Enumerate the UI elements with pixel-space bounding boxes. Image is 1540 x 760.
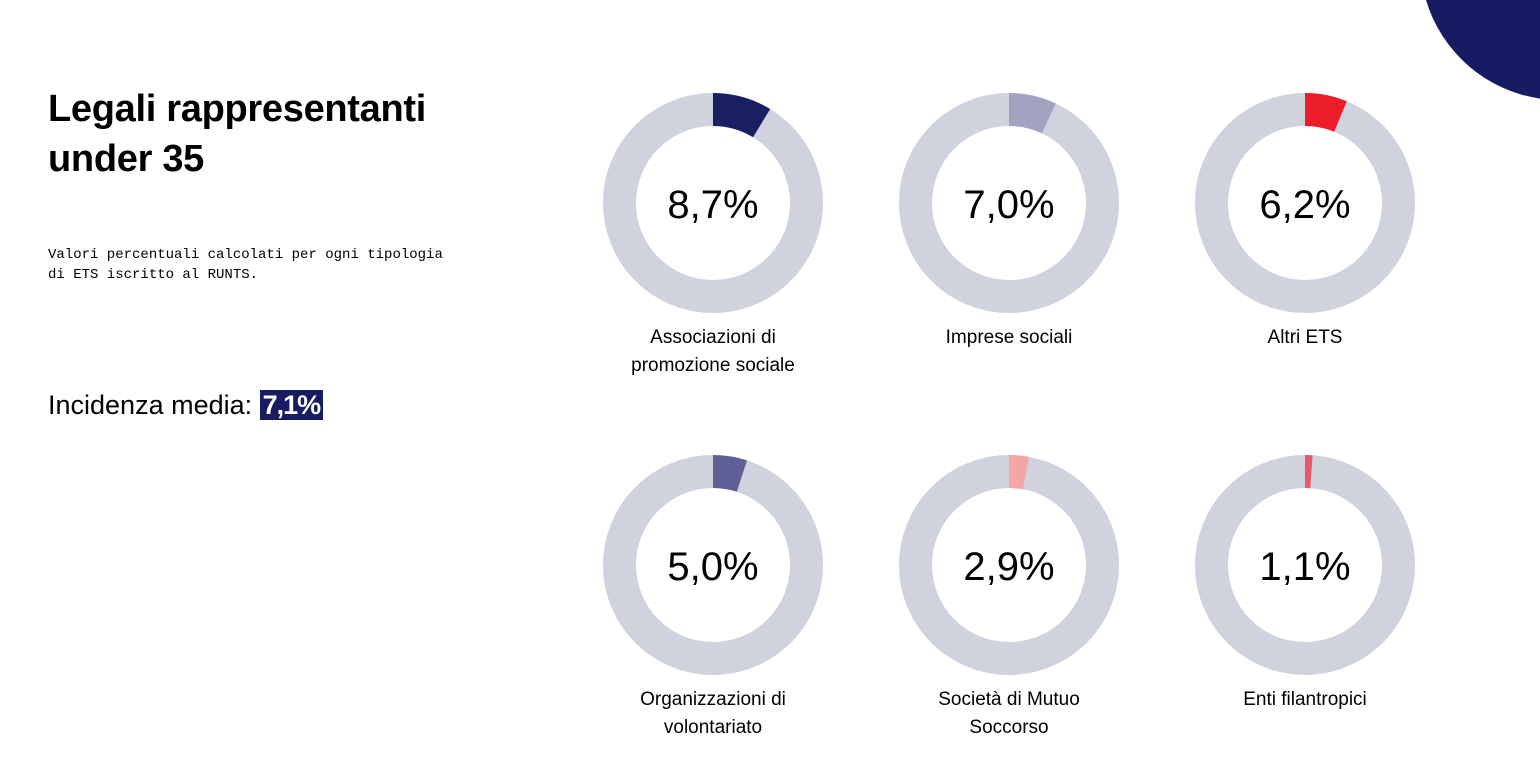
donut-segment	[713, 93, 771, 138]
page-title: Legali rappresentanti under 35	[48, 88, 427, 180]
donut-category-label: volontariato	[664, 717, 762, 738]
donut-category-label: promozione sociale	[631, 355, 795, 376]
average-value: 7,1%	[259, 390, 324, 420]
donut-segment	[1305, 455, 1313, 489]
donut-category-label: Enti filantropici	[1243, 689, 1367, 710]
subtitle: Valori percentuali calcolati per ogni ti…	[48, 247, 443, 283]
donut-category-label: Imprese sociali	[946, 327, 1073, 348]
donut-category-label: Società di Mutuo	[938, 689, 1080, 710]
donut-category-label: Altri ETS	[1268, 327, 1343, 348]
donut-segment	[1009, 93, 1056, 134]
donut-category-label: Soccorso	[969, 717, 1048, 738]
donut-segment	[1305, 92, 1347, 132]
decorative-corner-circle	[1426, 0, 1540, 99]
donut-category-label: Associazioni di	[650, 327, 776, 348]
donut-value-label: 2,9%	[963, 545, 1054, 589]
donut-value-label: 8,7%	[667, 183, 758, 227]
donut-value-label: 5,0%	[667, 545, 758, 589]
average-incidence: Incidenza media: 7,1%	[48, 390, 324, 421]
donut-value-label: 6,2%	[1259, 183, 1350, 227]
donut-value-label: 1,1%	[1259, 545, 1350, 589]
donut-value-label: 7,0%	[963, 183, 1054, 227]
average-label: Incidenza media:	[48, 390, 253, 420]
donut-segment	[713, 455, 747, 492]
donut-segment	[1009, 455, 1029, 490]
donut-category-label: Organizzazioni di	[640, 689, 786, 710]
